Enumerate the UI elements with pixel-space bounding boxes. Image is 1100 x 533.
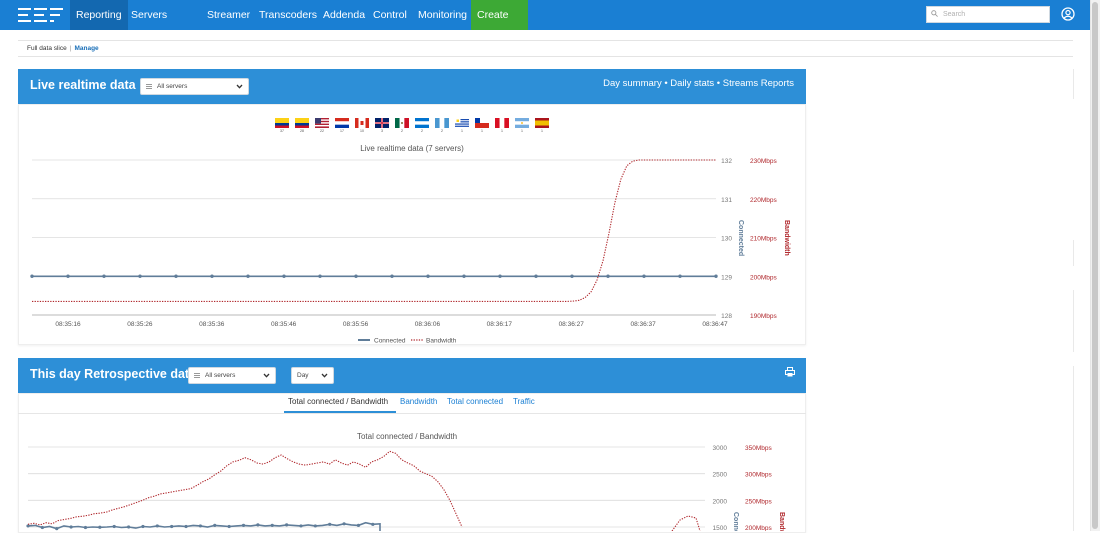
retro-server-select-value: All servers — [205, 372, 236, 379]
flag-uruguay[interactable] — [455, 118, 469, 128]
retro-panel-title: This day Retrospective data — [30, 367, 197, 381]
tab-traffic[interactable]: Traffic — [513, 397, 535, 406]
nav-servers[interactable]: Servers — [131, 9, 168, 21]
flag-count: 1 — [481, 129, 483, 133]
flag-mexico[interactable] — [395, 118, 409, 128]
flag-count: 1 — [521, 129, 523, 133]
list-icon — [194, 373, 200, 378]
breadcrumb-current: Full data slice — [27, 45, 67, 52]
flag-spain[interactable] — [535, 118, 549, 128]
chevron-down-icon — [236, 84, 243, 89]
nav-reporting[interactable]: Reporting — [70, 0, 128, 30]
flag-chile[interactable] — [475, 118, 489, 128]
flag-count: 2 — [441, 129, 443, 133]
flag-peru[interactable] — [495, 118, 509, 128]
flag-count: 10 — [360, 129, 364, 133]
side-panel-edge — [1066, 69, 1074, 99]
report-links[interactable]: Day summary • Daily stats • Streams Repo… — [603, 78, 794, 89]
flag-argentina[interactable] — [515, 118, 529, 128]
period-select-value: Day — [297, 372, 309, 379]
side-panel-edge — [1066, 240, 1074, 266]
flag-united-states[interactable] — [315, 118, 329, 128]
retro-panel-body — [18, 393, 806, 533]
country-flags: 37 28 22 17 10 3 2 2 2 1 1 1 1 1 — [0, 118, 1100, 138]
scrollbar-thumb[interactable] — [1092, 2, 1098, 529]
nav-monitoring[interactable]: Monitoring — [418, 9, 468, 21]
flag-canada[interactable] — [355, 118, 369, 128]
search-icon — [931, 10, 938, 17]
live-server-select[interactable]: All servers — [140, 78, 249, 95]
breadcrumb-manage-link[interactable]: Manage — [74, 45, 99, 52]
chevron-down-icon — [321, 373, 328, 378]
nav-addenda[interactable]: Addenda — [323, 9, 366, 21]
flag-count: 37 — [280, 129, 284, 133]
list-icon — [146, 84, 152, 89]
search-input[interactable]: Search — [926, 6, 1050, 23]
flag-count: 1 — [461, 129, 463, 133]
chevron-down-icon — [482, 42, 490, 48]
nav-create-button[interactable]: Create — [471, 0, 528, 48]
print-icon[interactable] — [785, 367, 795, 377]
flag-count: 28 — [300, 129, 304, 133]
flag-count: 1 — [501, 129, 503, 133]
side-panel-edge — [1066, 366, 1074, 531]
retro-tabs: Total connected / Bandwidth Bandwidth To… — [0, 393, 1100, 413]
flag-colombia[interactable] — [275, 118, 289, 128]
flag-count: 2 — [421, 129, 423, 133]
tab-bandwidth[interactable]: Bandwidth — [400, 397, 438, 406]
tab-total-connected-bandwidth[interactable]: Total connected / Bandwidth — [288, 397, 389, 406]
flag-united-kingdom[interactable] — [375, 118, 389, 128]
live-server-select-value: All servers — [157, 83, 188, 90]
period-select[interactable]: Day — [291, 367, 334, 384]
live-panel-body — [18, 104, 806, 345]
top-navbar: Reporting Servers Streamer Transcoders A… — [0, 0, 1090, 48]
flag-honduras[interactable] — [415, 118, 429, 128]
create-label: Create — [477, 9, 509, 21]
search-placeholder: Search — [943, 11, 966, 18]
logo[interactable] — [18, 6, 64, 24]
flag-count: 3 — [381, 129, 383, 133]
nav-streamer[interactable]: Streamer — [207, 9, 251, 21]
flag-count: 22 — [320, 129, 324, 133]
flag-guatemala[interactable] — [435, 118, 449, 128]
breadcrumb-separator: | — [69, 45, 72, 52]
live-panel-header: Live realtime data All servers Day summa… — [18, 69, 806, 104]
live-panel-title: Live realtime data — [30, 78, 136, 92]
flag-count: 2 — [401, 129, 403, 133]
tab-total-connected[interactable]: Total connected — [447, 397, 504, 406]
breadcrumb: Full data slice | Manage — [18, 40, 1073, 57]
tabs-divider — [18, 413, 806, 414]
nav-transcoders[interactable]: Transcoders — [259, 9, 317, 21]
retro-server-select[interactable]: All servers — [188, 367, 276, 384]
flag-count: 17 — [340, 129, 344, 133]
chevron-down-icon — [263, 373, 270, 378]
flag-paraguay[interactable] — [335, 118, 349, 128]
retro-panel-header: This day Retrospective data All servers … — [18, 358, 806, 393]
nav-control[interactable]: Control — [373, 9, 407, 21]
flag-count: 1 — [541, 129, 543, 133]
side-panel-edge — [1066, 290, 1074, 352]
user-icon[interactable] — [1061, 7, 1075, 21]
flag-colombia[interactable] — [295, 118, 309, 128]
active-tab-indicator — [284, 411, 396, 413]
